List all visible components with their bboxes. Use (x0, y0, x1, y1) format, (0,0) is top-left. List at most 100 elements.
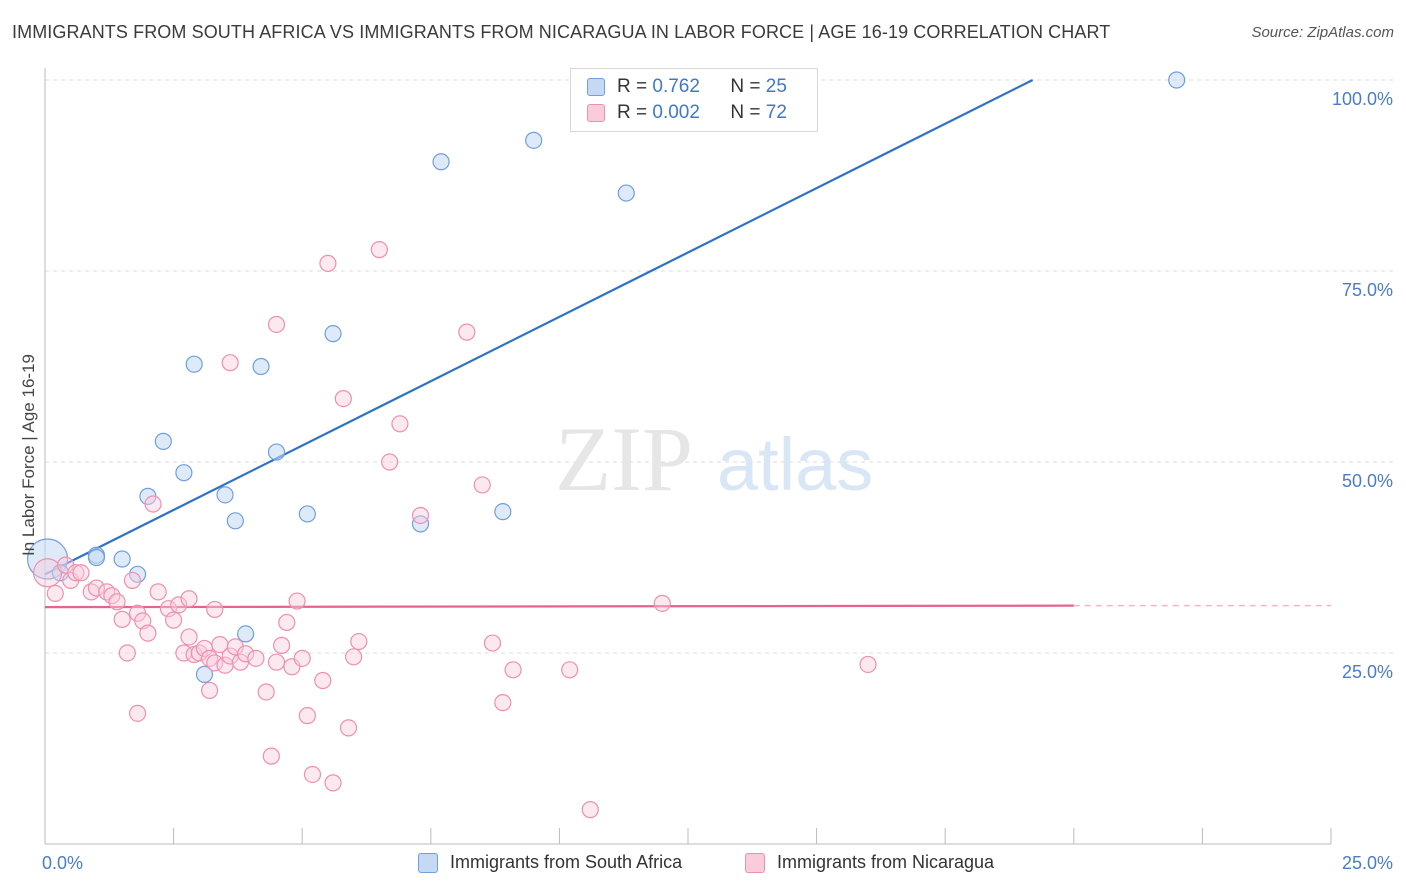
point-nicaragua (123, 571, 142, 590)
point-nicaragua (32, 558, 63, 588)
point-nicaragua (46, 584, 64, 603)
point-nicaragua (144, 495, 162, 513)
series-legend: Immigrants from South Africa Immigrants … (0, 852, 1406, 878)
watermark-zip: ZIP (555, 408, 693, 510)
gridlines (45, 79, 1394, 654)
point-south-africa (154, 432, 172, 450)
legend-r-value: 0.002 (652, 102, 700, 123)
point-nicaragua (293, 649, 311, 667)
point-nicaragua (391, 415, 409, 433)
legend-r-value: 0.762 (652, 76, 700, 97)
legend-swatch-blue (587, 78, 605, 96)
point-nicaragua (262, 747, 280, 765)
point-south-africa (1168, 71, 1186, 89)
point-nicaragua (561, 661, 579, 679)
point-nicaragua (504, 661, 522, 679)
legend-n-label: N = (730, 102, 761, 123)
point-south-africa (237, 625, 255, 643)
data-points (26, 71, 1186, 819)
point-nicaragua (170, 596, 188, 614)
point-nicaragua (113, 610, 131, 628)
point-south-africa (494, 503, 512, 521)
point-nicaragua (381, 453, 399, 471)
point-nicaragua (221, 354, 239, 372)
point-south-africa (252, 357, 270, 376)
x-tick-label: 0.0% (42, 853, 83, 873)
point-nicaragua (653, 594, 671, 612)
tick-labels: 25.0% 50.0% 75.0% 100.0% 0.0% 25.0% (42, 89, 1393, 873)
x-tick-label: 25.0% (1342, 853, 1393, 873)
point-south-africa (298, 505, 316, 523)
watermark: ZIP atlas (555, 408, 873, 510)
source-label: Source: ZipAtlas.com (1251, 24, 1394, 41)
point-nicaragua (201, 649, 219, 667)
legend-n-label: N = (730, 76, 761, 97)
y-tick-label: 50.0% (1342, 471, 1393, 491)
legend-row-south-africa: R = 0.762 N = 25 (587, 75, 787, 99)
legend-item-nicaragua[interactable]: Immigrants from Nicaragua (745, 852, 994, 873)
point-nicaragua (201, 681, 219, 700)
y-tick-label: 25.0% (1342, 662, 1393, 682)
point-south-africa (324, 325, 342, 343)
point-nicaragua (72, 564, 90, 582)
legend-item-south-africa[interactable]: Immigrants from South Africa (418, 852, 682, 873)
point-south-africa (267, 443, 286, 461)
point-nicaragua (108, 593, 126, 611)
point-nicaragua (247, 649, 265, 667)
legend-label-south-africa: Immigrants from South Africa (450, 852, 683, 872)
point-nicaragua (298, 707, 316, 725)
point-nicaragua (118, 644, 136, 662)
point-nicaragua (180, 590, 198, 608)
point-south-africa (113, 550, 131, 568)
point-nicaragua (237, 645, 255, 663)
point-south-africa (175, 464, 193, 482)
legend-swatch-pink (745, 852, 765, 873)
trend-line-nicaragua (44, 604, 1074, 609)
legend-label-nicaragua: Immigrants from Nicaragua (777, 852, 995, 872)
legend-n-value: 72 (765, 102, 787, 123)
point-nicaragua (180, 628, 198, 646)
point-nicaragua (324, 774, 342, 792)
point-nicaragua (87, 579, 106, 597)
point-nicaragua (473, 476, 491, 494)
y-tick-label: 75.0% (1342, 280, 1393, 300)
point-nicaragua (278, 613, 296, 632)
watermark-atlas: atlas (717, 423, 873, 506)
point-nicaragua (483, 634, 502, 652)
point-nicaragua (494, 694, 512, 712)
point-nicaragua (206, 654, 224, 672)
point-nicaragua (581, 801, 599, 819)
point-nicaragua (859, 655, 877, 674)
point-nicaragua (206, 600, 224, 619)
axes (44, 68, 1332, 845)
legend-r-label: R = (617, 102, 648, 123)
legend-r-label: R = (617, 76, 648, 97)
point-nicaragua (339, 719, 358, 737)
trend-line-south-africa (44, 79, 1034, 576)
point-south-africa (432, 153, 450, 171)
point-nicaragua (350, 632, 368, 651)
y-axis-label: In Labor Force | Age 16-19 (19, 354, 38, 556)
point-nicaragua (267, 315, 286, 334)
point-nicaragua (139, 624, 157, 642)
point-nicaragua (190, 644, 208, 662)
point-south-africa (87, 548, 106, 567)
point-nicaragua (128, 704, 147, 722)
point-south-africa (226, 512, 244, 530)
point-nicaragua (149, 583, 167, 601)
legend-swatch-blue (418, 852, 438, 873)
point-south-africa (216, 486, 234, 504)
point-nicaragua (458, 323, 476, 341)
legend-row-nicaragua: R = 0.002 N = 72 (587, 101, 787, 125)
point-nicaragua (288, 592, 306, 610)
point-nicaragua (319, 254, 337, 272)
point-south-africa (617, 184, 635, 202)
point-nicaragua (273, 636, 291, 654)
point-nicaragua (226, 638, 244, 656)
point-nicaragua (370, 241, 388, 259)
point-nicaragua (257, 683, 275, 701)
point-nicaragua (303, 765, 322, 784)
y-tick-label: 100.0% (1332, 89, 1393, 109)
point-nicaragua (67, 564, 85, 582)
